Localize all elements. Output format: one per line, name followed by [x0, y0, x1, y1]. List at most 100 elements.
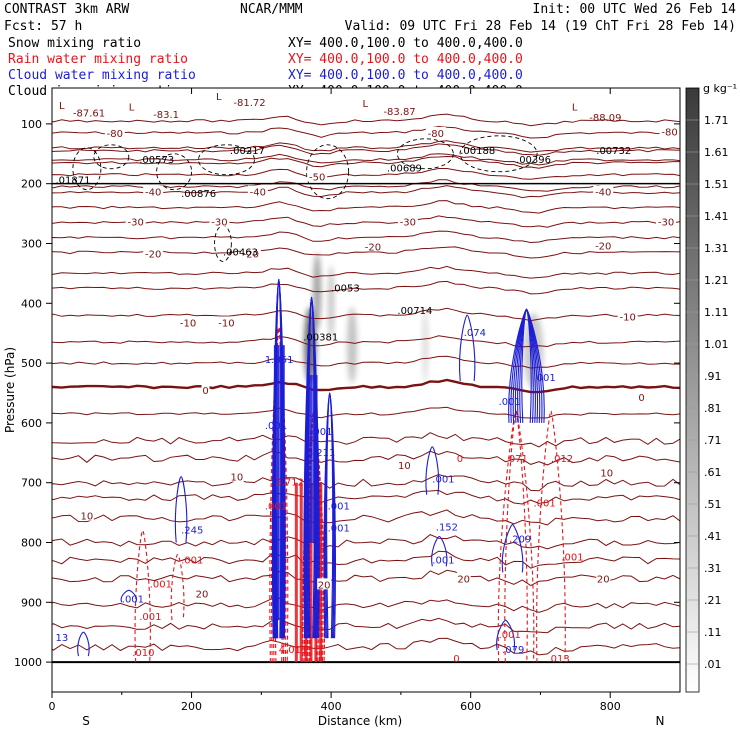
isotherm-line	[52, 550, 680, 569]
temp-label: -10	[218, 318, 234, 329]
contour-labels: -80 -80 -80 -50 -40 -40 -40 -30 -30 -30 -30 -20 -20 -…	[55, 92, 680, 665]
colorbar-tick-label: 1.21	[704, 274, 729, 287]
extremum-label: -81.72	[233, 98, 265, 109]
cloud-core	[273, 345, 277, 621]
x-tick-label: 600	[460, 700, 481, 713]
temp-label-bg	[397, 215, 418, 227]
extremum-label: 0	[453, 654, 459, 665]
colorbar-tick-label: .41	[704, 530, 722, 543]
isotherm-line	[52, 125, 680, 139]
x-axis-label: Distance (km)	[318, 714, 402, 728]
extremum-label: .001	[181, 555, 203, 566]
temp-label: 10	[398, 461, 411, 472]
isotherm-line	[52, 489, 680, 505]
isotherm-line	[52, 155, 680, 169]
extremum-label: -83.87	[383, 107, 415, 118]
extremum-label: 1.351	[265, 355, 294, 366]
isotherm-line	[52, 637, 680, 656]
temp-label: -50	[309, 173, 325, 184]
colorbar-tick-label: 1.71	[704, 114, 729, 127]
temp-label: -80	[107, 129, 123, 140]
valid-time: Valid: 09 UTC Fri 28 Feb 14 (19 ChT Fri …	[345, 19, 736, 34]
colorbar-tick-label: .21	[704, 594, 722, 607]
forecast-hour: Fcst: 57 h	[4, 19, 82, 34]
extremum-label: L	[572, 103, 578, 114]
extremum-label: .012	[551, 454, 573, 465]
extremum-label: -83.1	[153, 110, 179, 121]
temp-label-bg	[362, 240, 383, 252]
isotherm-line	[52, 153, 680, 166]
isotherm-line	[52, 280, 680, 295]
legend-field-label: Rain water mixing ratio	[8, 52, 188, 67]
temp-label-bg	[240, 247, 261, 259]
temp-label-bg	[637, 391, 646, 403]
y-axis-label: Pressure (hPa)	[3, 347, 17, 433]
temp-label-bg	[659, 125, 680, 137]
colorbar-tick-label: .81	[704, 402, 722, 415]
extremum-label: .00876	[181, 189, 216, 200]
temp-label-bg	[599, 466, 614, 478]
extremum-label: .001	[499, 630, 521, 641]
extremum-label: L	[363, 99, 369, 110]
extremum-label: .00217	[230, 146, 265, 157]
model-title: CONTRAST 3km ARW	[4, 2, 129, 17]
x-tick-label: 400	[321, 700, 342, 713]
temp-label: 20	[597, 574, 610, 585]
cloud-contour	[431, 535, 448, 567]
colorbar-tick-label: 1.31	[704, 242, 729, 255]
temp-label-bg	[125, 215, 146, 227]
legend-field-label: Cloud water mixing ratio	[8, 68, 196, 83]
temp-label-bg	[593, 185, 614, 197]
colorbar-tick-label: .31	[704, 562, 722, 575]
isotherm-line	[52, 597, 680, 613]
cloud-core	[312, 375, 315, 543]
temp-label-bg	[456, 572, 471, 584]
extremum-label: .079	[502, 645, 524, 656]
isotherm-line	[52, 335, 680, 348]
ice-contour	[306, 144, 350, 200]
temp-label-bg	[317, 578, 332, 590]
temp-label-bg	[195, 587, 210, 599]
legend-field-xy: XY= 400.0,100.0 to 400.0,400.0	[288, 36, 523, 51]
temp-label-bg	[397, 458, 412, 470]
x-tick-label: 200	[181, 700, 202, 713]
temp-label: 10	[231, 473, 244, 484]
temp-label: -20	[243, 250, 259, 261]
cloud-contour	[501, 524, 524, 573]
extremum-label: .00732	[596, 146, 631, 157]
y-tick-label: 200	[21, 178, 42, 191]
cloud-core	[309, 375, 312, 543]
colorbar-tick-label: 1.51	[704, 178, 729, 191]
extremum-label: .001	[499, 397, 521, 408]
snow-shade-patch	[422, 307, 429, 384]
temp-label-bg	[617, 310, 638, 322]
isotherm-line	[52, 406, 680, 419]
rain-core	[309, 482, 313, 663]
legend-field-xy: XY= 400.0,100.0 to 400.0,400.0	[288, 52, 523, 67]
extremum-label: .00573	[139, 155, 174, 166]
legend-field-xy: XY= 400.0,100.0 to 400.0,400.0	[288, 68, 523, 83]
temp-label: -40	[250, 187, 266, 198]
temp-label: 10	[81, 512, 94, 523]
temp-label: 0	[638, 393, 644, 404]
init-time: Init: 00 UTC Wed 26 Feb 14	[533, 2, 737, 17]
y-tick-label: 600	[21, 417, 42, 430]
extremum-label: .00381	[303, 332, 338, 343]
extremum-label: .001	[328, 524, 350, 535]
isotherm-line	[52, 473, 680, 492]
temp-label: 20	[457, 574, 470, 585]
rain-contour	[134, 529, 151, 663]
temp-label-bg	[307, 170, 328, 182]
temp-label: -30	[211, 217, 227, 228]
extremum-label: .00396	[516, 155, 551, 166]
isotherm-line	[52, 143, 680, 156]
temp-label-bg	[201, 384, 210, 395]
extremum-label: .001	[139, 612, 161, 623]
ice-contour	[72, 147, 102, 191]
extremum-label: 3.211	[307, 448, 336, 459]
extremum-label: L	[129, 103, 135, 114]
extremum-label: -87.61	[73, 109, 105, 120]
temp-label-bg	[247, 185, 268, 197]
temp-label: -40	[145, 187, 161, 198]
extremum-label: .001	[122, 594, 144, 605]
